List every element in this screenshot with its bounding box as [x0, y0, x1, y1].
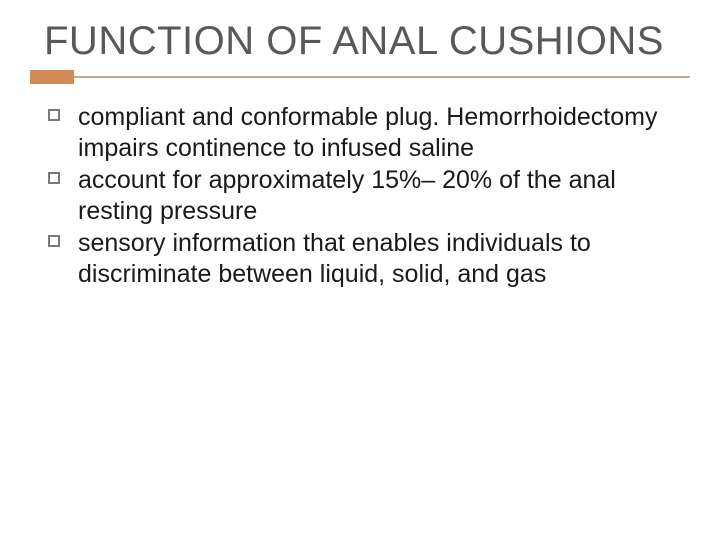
list-item-text: account for approximately 15%– 20% of th… [78, 166, 616, 225]
list-item: sensory information that enables individ… [44, 228, 680, 289]
square-bullet-icon [48, 109, 60, 121]
list-item: account for approximately 15%– 20% of th… [44, 165, 680, 226]
list-item-text: compliant and conformable plug. Hemorrho… [78, 103, 657, 162]
list-item: compliant and conformable plug. Hemorrho… [44, 102, 680, 163]
slide-title: FUNCTION OF ANAL CUSHIONS [44, 18, 690, 64]
slide-body: compliant and conformable plug. Hemorrho… [30, 102, 690, 289]
rule-accent [30, 70, 74, 84]
square-bullet-icon [48, 235, 60, 247]
square-bullet-icon [48, 172, 60, 184]
bullet-list: compliant and conformable plug. Hemorrho… [44, 102, 680, 289]
list-item-text: sensory information that enables individ… [78, 229, 591, 288]
title-rule [30, 70, 690, 84]
slide: FUNCTION OF ANAL CUSHIONS compliant and … [0, 0, 720, 540]
rule-line [30, 76, 690, 78]
